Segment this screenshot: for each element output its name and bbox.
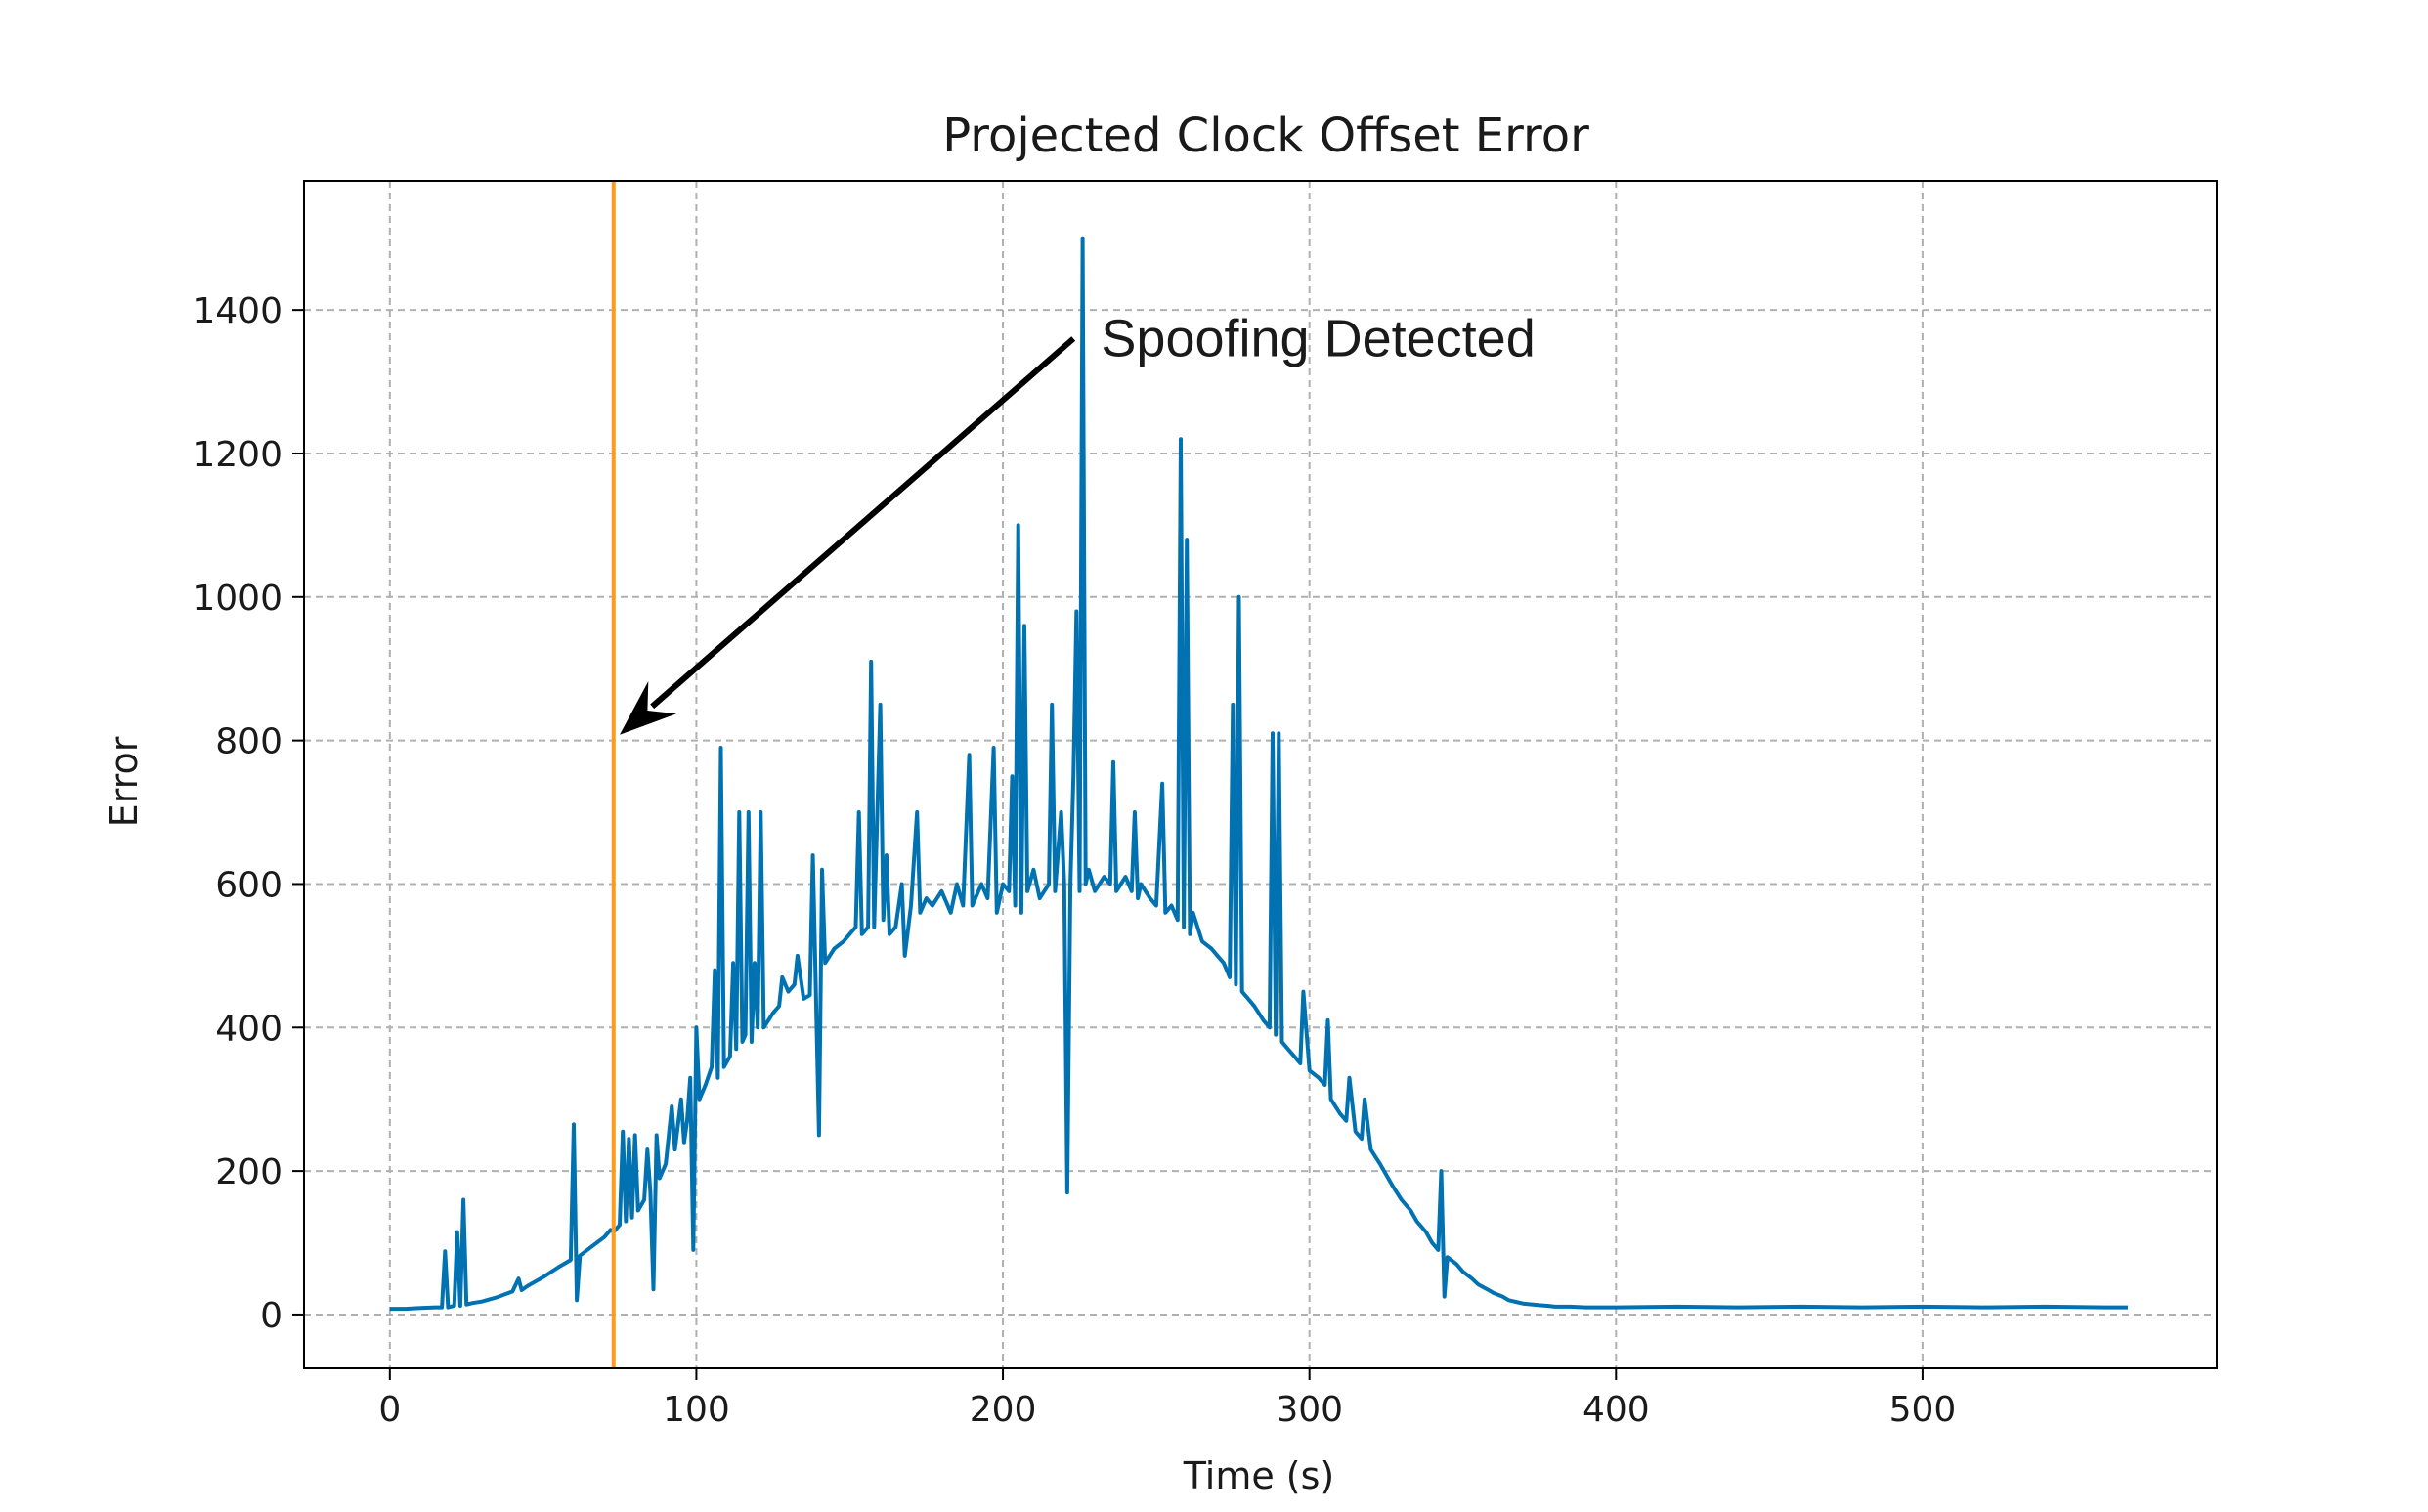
plot-area — [303, 180, 2218, 1369]
x-axis-label: Time (s) — [1183, 1454, 1335, 1497]
x-axis: 0 100 200 300 400 500 — [378, 1368, 1956, 1430]
x-tick-label: 0 — [378, 1390, 401, 1430]
x-tick-label: 200 — [970, 1390, 1037, 1430]
y-tick-label: 0 — [260, 1296, 282, 1336]
y-tick-label: 1200 — [193, 435, 282, 475]
chart-title: Projected Clock Offset Error — [942, 108, 1589, 163]
y-axis-label: Error — [103, 736, 146, 827]
y-tick-label: 200 — [215, 1152, 282, 1192]
annotation-arrow-head — [620, 681, 677, 735]
annotation-label: Spoofing Detected — [1101, 310, 1535, 368]
y-tick-label: 400 — [215, 1009, 282, 1049]
plot-frame — [303, 180, 2218, 1369]
series-line — [389, 236, 2128, 1312]
x-tick-label: 400 — [1583, 1390, 1650, 1430]
grid — [304, 181, 2217, 1368]
x-tick-label: 300 — [1276, 1390, 1343, 1430]
x-tick-label: 500 — [1889, 1390, 1957, 1430]
y-tick-label: 600 — [215, 865, 282, 905]
y-tick-label: 800 — [215, 722, 282, 762]
data-layer — [389, 181, 2128, 1368]
annotation-arrow-shaft — [650, 336, 1076, 710]
y-tick-label: 1400 — [193, 291, 282, 331]
annotation — [620, 336, 1076, 735]
x-tick-label: 100 — [663, 1390, 730, 1430]
y-axis: 0 200 400 600 800 1000 1200 1400 — [193, 291, 304, 1336]
y-tick-label: 1000 — [193, 579, 282, 619]
